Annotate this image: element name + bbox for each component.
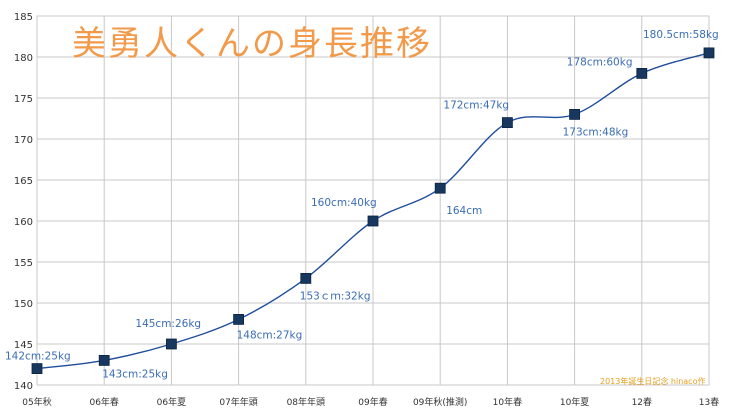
- x-tick-label: 07年年頭: [219, 396, 257, 408]
- x-tick-label: 06年夏: [157, 396, 186, 408]
- data-label-layer: 142cm:25kg 143cm:25kg 145cm:26kg 148cm:27kg…: [5, 29, 719, 380]
- data-label: 142cm:25kg: [5, 351, 71, 363]
- data-point-marker: [300, 272, 312, 284]
- y-tick-label: 170: [14, 135, 33, 146]
- x-tick-label: 13春: [699, 396, 719, 408]
- y-tick-label: 185: [14, 12, 33, 23]
- data-point-marker: [31, 363, 43, 375]
- credit-text: 2013年誕生日記念 hinaco作: [600, 377, 706, 386]
- data-point-marker: [165, 338, 177, 350]
- x-tick-label: 05年秋: [22, 396, 51, 408]
- x-tick-label: 12春: [632, 396, 652, 408]
- data-label: 145cm:26kg: [135, 318, 201, 330]
- y-tick-label: 140: [14, 381, 33, 392]
- x-tick-label: 10年夏: [560, 396, 589, 408]
- y-tick-label: 165: [14, 176, 33, 187]
- x-axis-ticks: 05年秋 06年春 06年夏 07年年頭 08年年頭 09年春 09年秋(推測) 10年春 10…: [22, 396, 719, 408]
- y-tick-label: 160: [14, 217, 33, 228]
- x-tick-label: 06年春: [89, 396, 118, 408]
- data-point-marker: [501, 117, 513, 128]
- data-label: 143cm:25kg: [102, 368, 168, 380]
- x-tick-label: 08年年頭: [287, 396, 325, 408]
- y-tick-label: 150: [14, 299, 33, 310]
- data-label: 172cm:47kg: [443, 100, 509, 112]
- data-label: 164cm: [446, 205, 482, 217]
- chart-title: 美勇人くんの身長推移: [72, 24, 432, 64]
- y-tick-label: 155: [14, 258, 33, 269]
- marker-layer: [31, 47, 715, 375]
- data-label: 160cm:40kg: [311, 197, 377, 209]
- x-tick-label: 09年春: [358, 396, 387, 408]
- data-label: 178cm:60kg: [567, 56, 633, 68]
- data-label: 173cm:48kg: [563, 126, 629, 138]
- data-point-marker: [703, 47, 715, 59]
- x-tick-label: 10年春: [493, 396, 522, 408]
- data-point-marker: [636, 68, 648, 79]
- data-point-marker: [98, 354, 110, 366]
- data-label: 153ｃｍ:32kg: [300, 290, 371, 302]
- y-tick-label: 145: [14, 340, 33, 351]
- data-point-marker: [367, 215, 379, 227]
- y-tick-label: 180: [14, 53, 33, 64]
- y-tick-label: 175: [14, 94, 33, 105]
- x-tick-label: 09年秋(推測): [413, 396, 467, 408]
- data-label: 180.5cm:58kg: [643, 29, 719, 41]
- data-point-marker: [434, 182, 446, 194]
- data-point-marker: [569, 109, 580, 120]
- data-point-marker: [233, 313, 245, 325]
- grid-layer: [36, 15, 710, 386]
- y-axis-ticks: 140 145 150 155 160 165 170 175 180 185: [14, 12, 33, 392]
- data-label: 148cm:27kg: [237, 329, 303, 341]
